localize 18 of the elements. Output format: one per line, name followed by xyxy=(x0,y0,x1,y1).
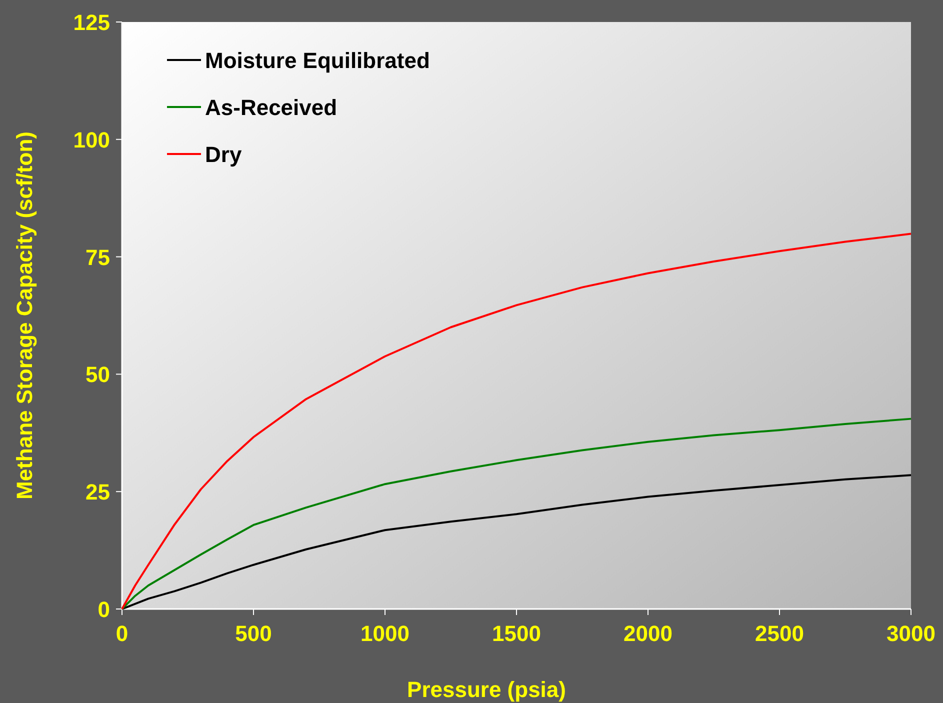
y-tick-label: 0 xyxy=(98,597,110,622)
x-tick-label: 0 xyxy=(116,621,128,646)
y-axis-title: Methane Storage Capacity (scf/ton) xyxy=(12,132,37,500)
x-tick-label: 1500 xyxy=(492,621,541,646)
x-tick-label: 2500 xyxy=(755,621,804,646)
x-tick-label: 500 xyxy=(235,621,272,646)
y-tick-label: 50 xyxy=(86,362,110,388)
y-tick-label: 100 xyxy=(73,127,110,152)
x-tick-label: 1000 xyxy=(360,621,410,646)
x-tick-label: 2000 xyxy=(624,621,672,646)
y-tick-label: 75 xyxy=(86,244,110,270)
legend-label: Moisture Equilibrated xyxy=(205,48,430,73)
y-tick-label: 125 xyxy=(73,10,110,35)
legend-label: As-Received xyxy=(205,95,338,120)
x-tick-label: 3000 xyxy=(886,621,936,646)
legend-label: Dry xyxy=(205,142,242,167)
y-tick-label: 25 xyxy=(86,480,110,505)
x-axis-title: Pressure (psia) xyxy=(407,677,566,702)
